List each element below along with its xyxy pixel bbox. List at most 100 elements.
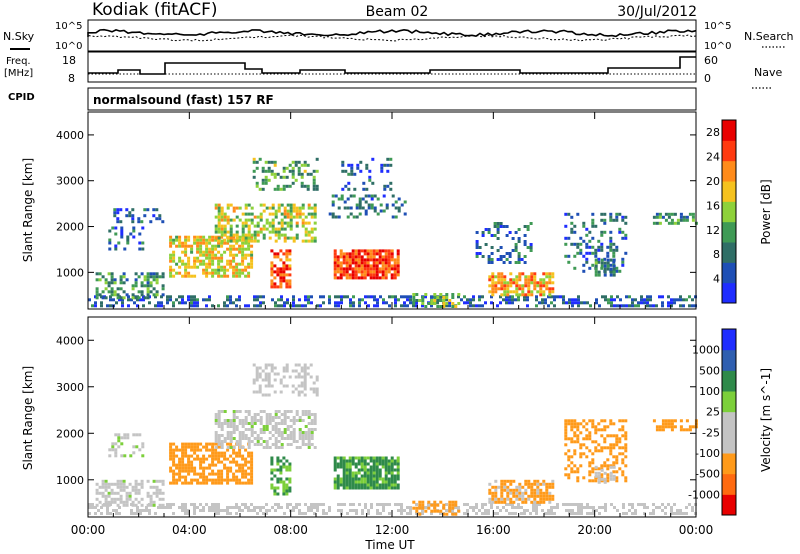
- echo-cell: [691, 212, 695, 216]
- echo-cell: [424, 293, 428, 296]
- echo-cell: [247, 481, 251, 485]
- echo-cell: [406, 304, 409, 308]
- echo-cell: [366, 252, 370, 256]
- echo-cell: [394, 503, 397, 506]
- echo-cell: [658, 215, 662, 219]
- echo-cell: [220, 239, 224, 243]
- echo-cell: [342, 456, 346, 460]
- echo-cell: [205, 262, 209, 266]
- echo-cell: [202, 253, 206, 257]
- echo-cell: [244, 241, 248, 245]
- echo-cell: [190, 250, 194, 254]
- echo-cell: [351, 480, 355, 484]
- echo-cell: [514, 231, 518, 234]
- echo-cell: [190, 244, 194, 248]
- echo-cell: [393, 261, 397, 265]
- echo-cell: [181, 295, 184, 299]
- echo-cell: [175, 481, 179, 485]
- echo-cell: [294, 178, 298, 182]
- echo-cell: [217, 413, 221, 416]
- echo-cell: [366, 264, 370, 268]
- echo-cell: [107, 272, 111, 276]
- echo-cell: [244, 206, 248, 210]
- echo-cell: [363, 261, 367, 265]
- echo-cell: [331, 212, 335, 216]
- echo-cell: [533, 491, 537, 495]
- echo-cell: [603, 440, 607, 444]
- echo-cell: [331, 203, 335, 207]
- echo-cell: [331, 194, 335, 198]
- echo-cell: [169, 506, 172, 509]
- echo-cell: [366, 480, 370, 484]
- echo-cell: [521, 497, 525, 501]
- echo-cell: [220, 206, 224, 210]
- echo-cell: [661, 419, 665, 423]
- echo-cell: [310, 295, 313, 299]
- echo-cell: [418, 299, 422, 302]
- echo-cell: [570, 428, 574, 432]
- echo-cell: [319, 304, 322, 308]
- echo-cell: [265, 413, 269, 416]
- echo-cell: [250, 244, 254, 248]
- echo-cell: [264, 375, 268, 379]
- echo-cell: [122, 275, 126, 279]
- echo-cell: [298, 434, 302, 437]
- echo-cell: [229, 446, 233, 449]
- echo-cell: [292, 206, 296, 210]
- echo-cell: [226, 304, 229, 308]
- nave-tick-top: 60: [704, 54, 718, 67]
- echo-cell: [235, 271, 239, 275]
- echo-cell: [122, 281, 126, 285]
- echo-cell: [418, 512, 422, 516]
- echo-cell: [397, 298, 400, 302]
- echo-cell: [114, 232, 118, 236]
- echo-cell: [285, 285, 289, 289]
- echo-cell: [232, 235, 236, 239]
- echo-cell: [691, 215, 695, 219]
- echo-cell: [256, 506, 259, 509]
- echo-cell: [220, 422, 224, 425]
- echo-cell: [682, 512, 685, 515]
- echo-cell: [618, 419, 622, 423]
- echo-cell: [475, 246, 479, 249]
- echo-cell: [457, 295, 460, 299]
- echo-cell: [244, 274, 248, 278]
- echo-cell: [556, 295, 559, 299]
- echo-cell: [548, 293, 552, 297]
- echo-cell: [612, 273, 616, 277]
- echo-cell: [100, 295, 103, 299]
- echo-cell: [381, 267, 385, 271]
- echo-cell: [297, 363, 301, 367]
- echo-cell: [357, 267, 361, 271]
- echo-cell: [475, 503, 478, 506]
- echo-cell: [187, 274, 191, 278]
- echo-cell: [518, 488, 522, 492]
- echo-cell: [108, 247, 112, 251]
- echo-cell: [521, 284, 525, 288]
- echo-cell: [436, 503, 440, 507]
- echo-cell: [220, 244, 224, 248]
- echo-cell: [312, 181, 316, 185]
- echo-cell: [548, 281, 552, 285]
- echo-cell: [541, 298, 544, 302]
- echo-cell: [505, 295, 508, 299]
- echo-cell: [283, 239, 287, 243]
- echo-cell: [508, 301, 511, 305]
- echo-cell: [424, 305, 428, 308]
- echo-cell: [518, 272, 522, 276]
- echo-cell: [597, 428, 601, 432]
- echo-cell: [279, 390, 283, 394]
- echo-cell: [307, 221, 311, 225]
- echo-cell: [292, 301, 295, 305]
- echo-cell: [517, 258, 521, 261]
- echo-cell: [238, 206, 242, 210]
- echo-cell: [152, 208, 156, 212]
- echo-cell: [289, 215, 293, 219]
- echo-cell: [270, 273, 274, 277]
- echo-cell: [610, 301, 613, 305]
- echo-cell: [166, 295, 169, 299]
- echo-cell: [497, 497, 501, 501]
- echo-cell: [670, 212, 674, 216]
- echo-cell: [256, 215, 260, 219]
- echo-cell: [375, 258, 379, 262]
